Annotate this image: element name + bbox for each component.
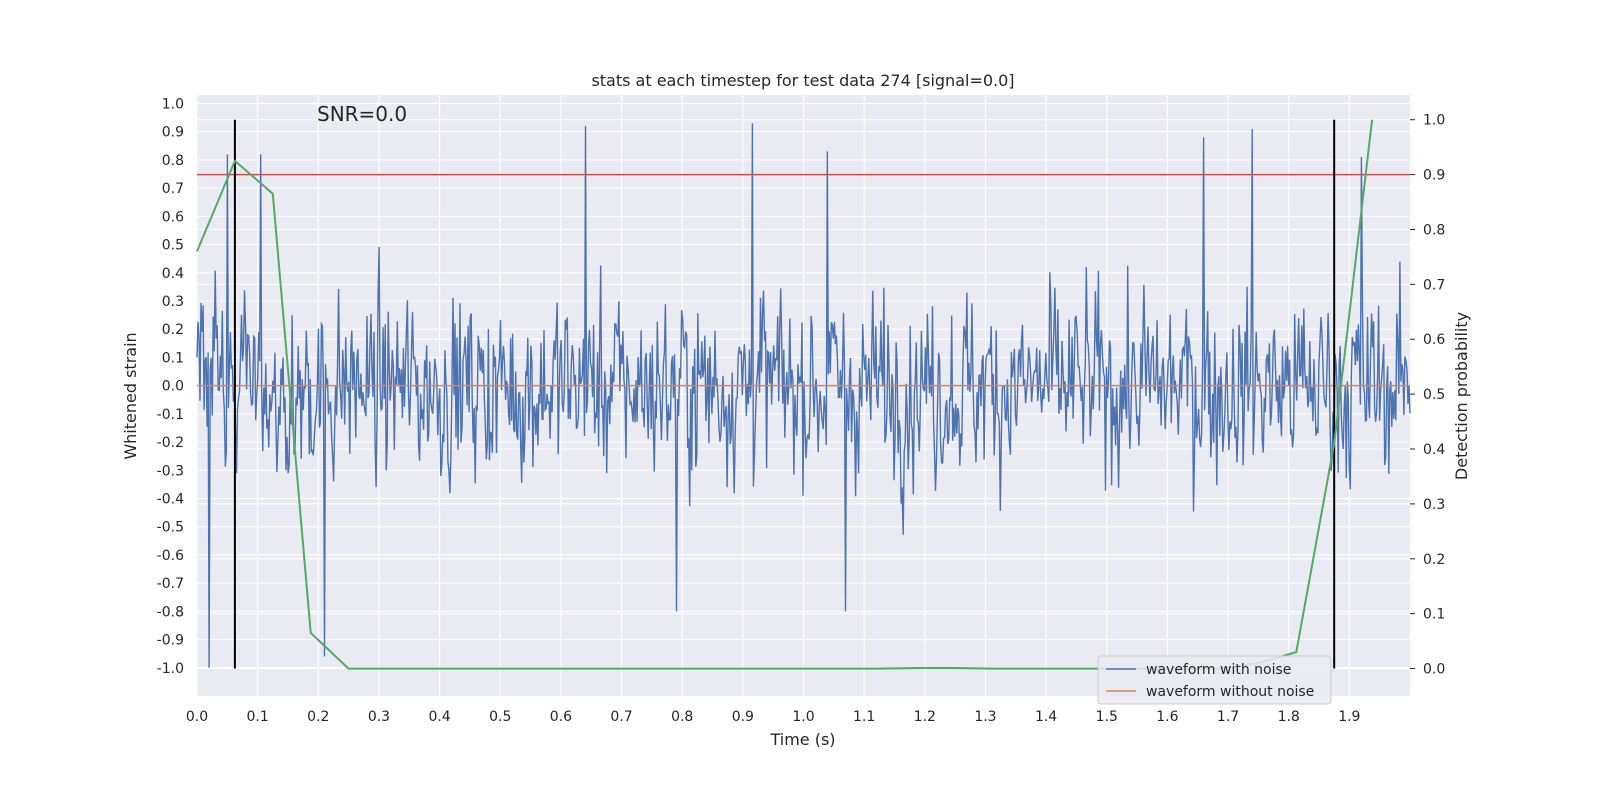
y-tick-label-left: -0.8 (157, 604, 184, 620)
x-tick-label: 1.8 (1278, 709, 1300, 725)
y-tick-label-left: 0.6 (162, 209, 184, 225)
x-tick-label: 0.8 (671, 709, 693, 725)
x-tick-label: 0.6 (550, 709, 572, 725)
y-tick-label-left: -0.5 (157, 520, 184, 536)
x-tick-label: 1.5 (1096, 709, 1118, 725)
snr-annotation: SNR=0.0 (317, 102, 407, 126)
y-tick-label-left: 0.7 (162, 181, 184, 197)
series-line-waveform-with-noise (196, 123, 1411, 668)
x-tick-label: 0.3 (368, 709, 390, 725)
x-tick-label: 0.9 (732, 709, 754, 725)
y-tick-label-left: -0.6 (157, 548, 184, 564)
tick-labels: 0.0 0.1 0.2 0.3 0.4 0.5 0.6 0.7 0.8 0.9 1.0 1.1 1.2 1… (157, 96, 1446, 725)
legend: waveform with noise waveform without noi… (1097, 655, 1332, 705)
y-tick-label-left: -0.9 (157, 633, 184, 649)
y-axis-title-left: Whitened strain (121, 332, 140, 459)
x-tick-label: 0.7 (610, 709, 632, 725)
y-tick-label-left: 1.0 (162, 96, 184, 112)
y-tick-label-right: 0.6 (1423, 332, 1445, 348)
y-tick-label-right: 0.0 (1423, 662, 1445, 678)
x-tick-label: 1.4 (1035, 709, 1057, 725)
x-tick-label: 1.7 (1217, 709, 1239, 725)
y-tick-label-right: 1.0 (1423, 113, 1445, 129)
x-tick-label: 1.1 (853, 709, 875, 725)
legend-label-noise: waveform with noise (1146, 662, 1291, 678)
x-tick-label: 1.9 (1338, 709, 1360, 725)
x-tick-label: 0.5 (489, 709, 511, 725)
y-tick-label-left: -0.1 (157, 407, 184, 423)
y-tick-label-left: 0.9 (162, 125, 184, 141)
x-tick-label: 1.3 (974, 709, 996, 725)
y-tick-label-right: 0.1 (1423, 607, 1445, 623)
y-tick-label-left: -0.7 (157, 576, 184, 592)
y-tick-label-right: 0.8 (1423, 222, 1445, 238)
y-tick-label-right: 0.7 (1423, 277, 1445, 293)
y-tick-label-left: -0.2 (157, 435, 184, 451)
y-axis-title-right: Detection probability (1452, 312, 1471, 480)
x-tick-label: 1.0 (792, 709, 814, 725)
x-tick-label: 0.4 (428, 709, 450, 725)
y-tick-label-right: 0.9 (1423, 168, 1445, 184)
y-tick-label-right: 0.3 (1423, 497, 1445, 513)
series-layer (196, 119, 1411, 670)
chart-title: stats at each timestep for test data 274… (591, 71, 1014, 90)
x-axis-title: Time (s) (769, 730, 835, 749)
y-tick-label-left: 0.1 (162, 350, 184, 366)
y-tick-label-left: 0.3 (162, 294, 184, 310)
x-tick-label: 0.2 (307, 709, 329, 725)
y-tick-label-right: 0.5 (1423, 387, 1445, 403)
legend-box (1097, 655, 1332, 705)
y-tick-label-right: 0.2 (1423, 552, 1445, 568)
y-tick-label-left: 0.2 (162, 322, 184, 338)
y-tick-label-left: -0.4 (157, 491, 184, 507)
x-tick-label: 1.6 (1156, 709, 1178, 725)
legend-label-clean: waveform without noise (1146, 684, 1314, 700)
y-tick-label-left: -0.3 (157, 463, 184, 479)
x-tick-label: 0.1 (247, 709, 269, 725)
x-tick-label: 0.0 (186, 709, 208, 725)
y-tick-label-left: 0.0 (162, 379, 184, 395)
y-tick-label-left: 0.5 (162, 238, 184, 254)
y-tick-label-left: -1.0 (157, 661, 184, 677)
y-tick-label-left: 0.4 (162, 266, 184, 282)
y-tick-label-right: 0.4 (1423, 442, 1445, 458)
x-tick-label: 1.2 (914, 709, 936, 725)
y-tick-label-left: 0.8 (162, 153, 184, 169)
